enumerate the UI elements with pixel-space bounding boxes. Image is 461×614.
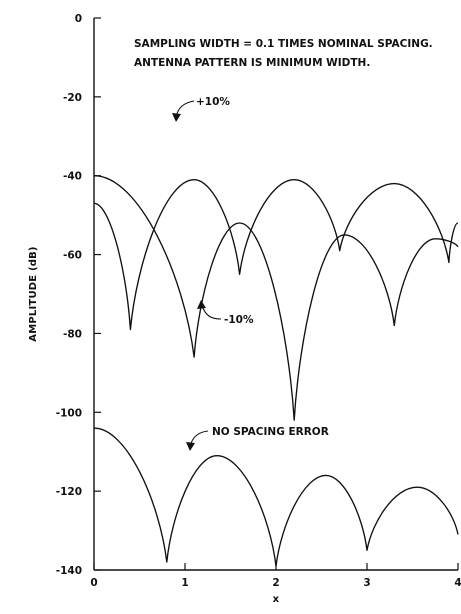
label-layer: 0 -20 -40 -60 -80 -100 -120 -140 0 1 2 3 4 x AMPLITUDE… xyxy=(28,13,461,605)
y-tick-label: -60 xyxy=(63,250,82,262)
arrowhead-plus-10 xyxy=(172,113,181,122)
y-axis-label: AMPLITUDE (dB) xyxy=(28,246,39,341)
curve-no-spacing-error xyxy=(93,427,459,567)
label-minus-10: -10% xyxy=(224,314,254,326)
x-tick-label: 3 xyxy=(363,577,370,589)
curve-plus-10 xyxy=(93,179,459,331)
y-tick-label: -100 xyxy=(56,407,82,419)
note-line-2: ANTENNA PATTERN IS MINIMUM WIDTH. xyxy=(134,57,370,69)
label-no-spacing-error: NO SPACING ERROR xyxy=(212,426,329,438)
arrowhead-minus-10 xyxy=(197,300,206,309)
label-plus-10: +10% xyxy=(196,96,230,108)
y-tick-label: -20 xyxy=(63,92,82,104)
y-tick-label: -120 xyxy=(56,486,82,498)
x-tick-label: 1 xyxy=(181,577,188,589)
x-tick-label: 2 xyxy=(272,577,279,589)
x-axis-label: x xyxy=(273,594,280,605)
arrowhead-no-spacing-error xyxy=(186,442,195,451)
curve-minus-10 xyxy=(93,175,459,421)
series-curves xyxy=(93,175,459,567)
note-line-1: SAMPLING WIDTH = 0.1 TIMES NOMINAL SPACI… xyxy=(134,38,433,50)
x-tick-label: 0 xyxy=(90,577,97,589)
y-tick-label: 0 xyxy=(75,13,82,25)
x-tick-label: 4 xyxy=(454,577,461,589)
y-tick-label: -140 xyxy=(56,565,82,577)
y-tick-label: -80 xyxy=(63,328,82,340)
y-tick-label: -40 xyxy=(63,171,82,183)
